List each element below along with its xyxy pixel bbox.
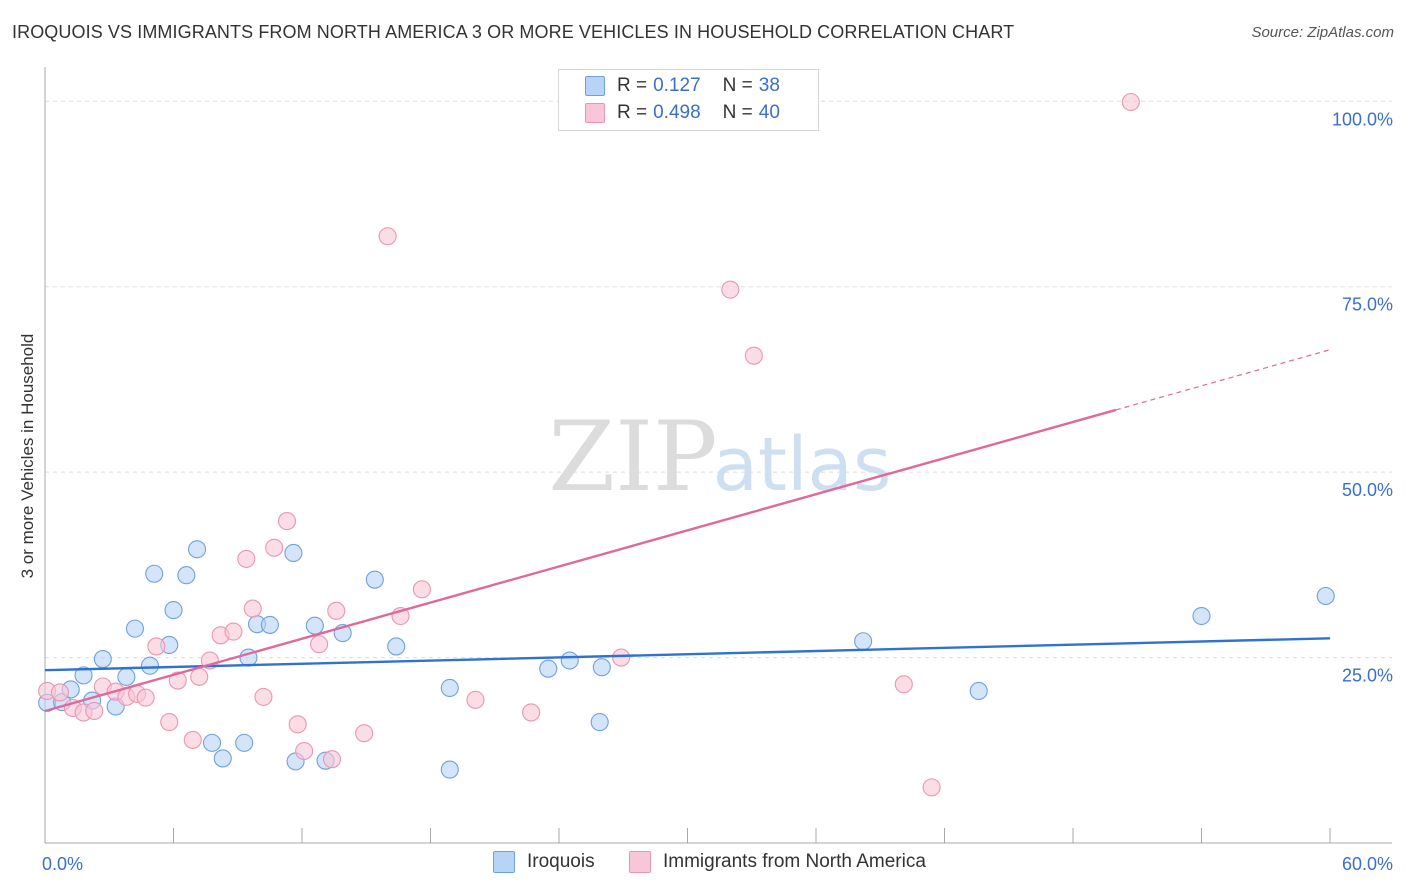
point-iroquois bbox=[235, 733, 254, 752]
point-immigrants bbox=[160, 713, 179, 732]
bottom-swatch-blue bbox=[493, 851, 515, 873]
point-iroquois bbox=[117, 667, 136, 686]
bottom-legend-label-immigrants: Immigrants from North America bbox=[663, 851, 926, 872]
point-immigrants bbox=[183, 730, 202, 749]
point-iroquois bbox=[969, 681, 988, 700]
point-immigrants bbox=[744, 346, 763, 365]
trend-line-iroquois bbox=[44, 637, 1331, 672]
point-immigrants bbox=[922, 778, 941, 797]
tick-labels: 25.0% 50.0% 75.0% 100.0% 0.0% 60.0% bbox=[42, 109, 1393, 874]
legend-row-immigrants: R = 0.498 N = 40 bbox=[585, 100, 780, 126]
point-iroquois bbox=[284, 543, 303, 563]
y-tick-label: 50.0% bbox=[1342, 480, 1393, 500]
y-axis-label: 3 or more Vehicles in Household bbox=[18, 333, 37, 579]
legend-r-label: R = bbox=[617, 75, 648, 96]
legend-n-label: N = bbox=[722, 75, 753, 96]
point-iroquois bbox=[145, 564, 164, 583]
point-immigrants bbox=[190, 667, 209, 686]
point-iroquois bbox=[854, 632, 873, 651]
point-iroquois bbox=[539, 659, 558, 678]
point-immigrants bbox=[237, 549, 256, 568]
x-tick-label: 60.0% bbox=[1342, 854, 1393, 874]
correlation-legend: R = 0.127 N = 38 R = 0.498 N = 40 bbox=[558, 69, 819, 131]
point-immigrants bbox=[612, 648, 631, 667]
point-iroquois bbox=[213, 749, 232, 768]
point-immigrants bbox=[522, 703, 541, 722]
point-iroquois bbox=[203, 733, 222, 752]
point-immigrants bbox=[254, 687, 273, 706]
point-iroquois bbox=[590, 713, 609, 732]
point-iroquois bbox=[93, 649, 112, 669]
point-iroquois bbox=[164, 601, 183, 620]
point-iroquois bbox=[365, 570, 384, 589]
point-immigrants bbox=[243, 599, 262, 618]
point-immigrants bbox=[310, 635, 329, 654]
point-iroquois bbox=[440, 760, 459, 779]
bottom-legend-label-iroquois: Iroquois bbox=[527, 851, 595, 872]
legend-n-value: 38 bbox=[758, 75, 780, 96]
point-immigrants bbox=[721, 280, 740, 299]
bottom-legend-iroquois: Iroquois bbox=[493, 851, 595, 873]
watermark-zip: ZIP bbox=[548, 401, 717, 513]
point-immigrants bbox=[295, 741, 314, 761]
chart-title: IROQUOIS VS IMMIGRANTS FROM NORTH AMERIC… bbox=[12, 22, 1015, 42]
source-label: Source: ZipAtlas.com bbox=[1251, 24, 1394, 41]
legend-row-iroquois: R = 0.127 N = 38 bbox=[585, 73, 780, 99]
point-iroquois bbox=[188, 540, 207, 559]
point-iroquois bbox=[177, 566, 196, 585]
axes bbox=[44, 67, 1392, 844]
bottom-swatch-pink bbox=[629, 851, 651, 873]
point-immigrants bbox=[894, 675, 913, 694]
bottom-legend-immigrants: Immigrants from North America bbox=[629, 851, 926, 873]
point-iroquois bbox=[440, 678, 459, 698]
point-immigrants bbox=[147, 637, 166, 656]
y-tick-label: 75.0% bbox=[1342, 295, 1393, 315]
trend-line-immigrants bbox=[44, 408, 1117, 713]
point-iroquois bbox=[74, 666, 93, 685]
point-immigrants bbox=[412, 580, 431, 599]
point-immigrants bbox=[85, 701, 104, 721]
gridlines bbox=[45, 100, 1392, 659]
point-iroquois bbox=[140, 656, 159, 675]
trend-line-dashed-immigrants bbox=[1115, 349, 1331, 411]
point-immigrants bbox=[277, 512, 297, 531]
point-iroquois bbox=[260, 615, 279, 634]
point-immigrants bbox=[50, 683, 70, 702]
watermark: ZIP atlas bbox=[548, 401, 891, 513]
point-iroquois bbox=[387, 637, 406, 656]
point-iroquois bbox=[125, 619, 144, 638]
point-iroquois bbox=[592, 658, 611, 677]
legend-n-value: 40 bbox=[758, 102, 780, 123]
legend-n-label: N = bbox=[722, 102, 753, 123]
point-iroquois bbox=[1316, 586, 1335, 606]
legend-r-label: R = bbox=[617, 102, 648, 123]
point-immigrants bbox=[355, 724, 374, 743]
point-immigrants bbox=[136, 688, 155, 707]
point-immigrants bbox=[378, 227, 397, 246]
point-iroquois bbox=[560, 651, 579, 670]
watermark-atlas: atlas bbox=[713, 422, 892, 508]
legend-r-value: 0.498 bbox=[653, 102, 701, 123]
point-immigrants bbox=[322, 750, 342, 769]
point-immigrants bbox=[288, 715, 307, 734]
legend-r-value: 0.127 bbox=[653, 75, 701, 96]
point-immigrants bbox=[466, 690, 485, 709]
trend-lines bbox=[44, 349, 1331, 713]
point-immigrants bbox=[327, 601, 346, 620]
x-tick-label: 0.0% bbox=[42, 854, 83, 874]
y-tick-label: 100.0% bbox=[1332, 109, 1393, 129]
point-immigrants bbox=[265, 538, 284, 557]
y-tick-label: 25.0% bbox=[1342, 666, 1393, 686]
point-iroquois bbox=[305, 616, 324, 635]
point-immigrants bbox=[224, 622, 243, 641]
point-immigrants bbox=[1121, 92, 1140, 112]
legend-swatch-pink bbox=[585, 103, 605, 123]
point-iroquois bbox=[1192, 606, 1211, 626]
legend-swatch-blue bbox=[585, 76, 605, 96]
point-immigrants bbox=[168, 671, 187, 690]
